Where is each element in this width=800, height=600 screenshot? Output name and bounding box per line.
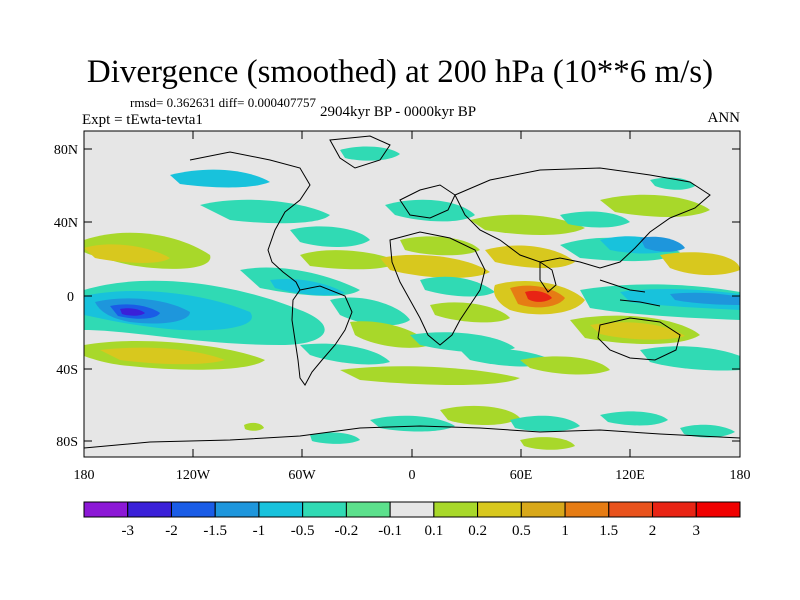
lon-label: 180	[74, 468, 95, 483]
colorbar-label: 0.1	[424, 523, 443, 539]
stats-text: rmsd= 0.362631 diff= 0.000407757	[130, 95, 316, 110]
colorbar-label: -0.5	[291, 523, 315, 539]
colorbar-label: -0.1	[378, 523, 402, 539]
lat-label: 80S	[56, 435, 78, 450]
colorbar-swatch	[520, 501, 566, 518]
lon-label: 120W	[176, 468, 211, 483]
lat-label: 80N	[54, 143, 78, 158]
colorbar-label: -1	[253, 523, 266, 539]
lat-label: 0	[67, 290, 74, 305]
coastlines	[84, 135, 740, 449]
colorbar-swatch	[302, 501, 347, 518]
colorbar-swatch	[608, 501, 654, 518]
lat-label: 40N	[54, 216, 78, 231]
colorbar-swatch	[433, 501, 479, 518]
colorbar-swatch	[258, 501, 304, 518]
colorbar-label: -0.2	[335, 523, 359, 539]
colorbar-label: -1.5	[203, 523, 227, 539]
lon-label: 60W	[288, 468, 316, 483]
lon-label: 60E	[510, 468, 533, 483]
lon-axis: 180 120W 60W 0 60E 120E 180	[74, 131, 751, 483]
colorbar-swatch	[477, 501, 522, 518]
colorbar-swatch	[83, 501, 129, 518]
lat-label: 40S	[56, 363, 78, 378]
chart-title: Divergence (smoothed) at 200 hPa (10**6 …	[86, 54, 714, 90]
colorbar-label: -2	[165, 523, 178, 539]
colorbar-swatch	[127, 501, 172, 518]
colorbar-label: 2	[649, 523, 657, 539]
season-label: ANN	[707, 110, 741, 126]
colorbar-swatch	[389, 501, 435, 518]
colorbar-label: 1.5	[599, 523, 618, 539]
field-patches	[84, 146, 740, 450]
colorbar-swatch	[214, 501, 260, 518]
colorbar-label: 0.5	[512, 523, 531, 539]
lon-label: 180	[730, 468, 751, 483]
colorbar-label: -3	[121, 523, 134, 539]
experiment-label: Expt = tEwta-tevta1	[82, 112, 203, 128]
colorbar-label: 1	[561, 523, 569, 539]
colorbar-swatch	[564, 501, 610, 518]
lon-label: 0	[409, 468, 416, 483]
colorbar: -3 -2 -1.5 -1 -0.5 -0.2 -0.1 0.1 0.2 0.5 1 1.5 2 3	[83, 501, 741, 539]
lon-label: 120E	[615, 468, 645, 483]
colorbar-swatch	[170, 501, 216, 518]
colorbar-label: 3	[693, 523, 701, 539]
colorbar-swatch	[695, 501, 741, 518]
period-label: 2904kyr BP - 0000kyr BP	[320, 104, 477, 120]
lat-axis: 80N 40N 0 40S 80S	[54, 143, 740, 450]
colorbar-swatch	[652, 501, 697, 518]
colorbar-swatch	[345, 501, 391, 518]
colorbar-label: 0.2	[468, 523, 487, 539]
